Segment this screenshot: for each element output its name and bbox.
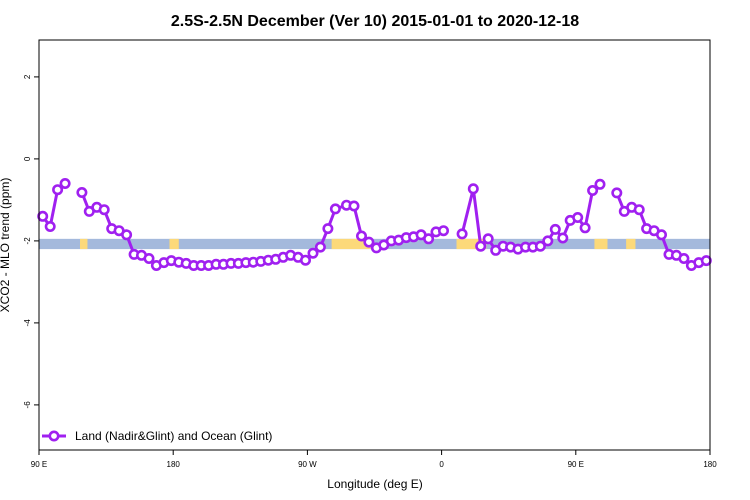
data-point [587, 185, 599, 197]
y-tick-label: -4 [23, 319, 32, 327]
y-axis: 2 0 -2 -4 -6 [23, 74, 39, 408]
data-point [611, 187, 623, 199]
data-point [307, 247, 319, 259]
legend: Land (Nadir&Glint) and Ocean (Glint) [42, 429, 272, 443]
data-point [76, 187, 88, 199]
y-axis-label: XCO2 - MLO trend (ppm) [0, 178, 12, 313]
data-point [437, 225, 449, 237]
data-point [363, 236, 375, 248]
x-tick-label: 180 [703, 460, 717, 469]
data-point [475, 240, 487, 252]
land-band-1 [169, 238, 179, 250]
x-tick-label: 90 E [31, 460, 47, 469]
series-land-ocean [37, 178, 712, 271]
data-point [59, 178, 71, 190]
data-point [594, 178, 606, 190]
data-point [299, 254, 311, 266]
x-tick-label: 0 [439, 460, 444, 469]
land-band-0 [80, 238, 88, 250]
y-tick-label: -2 [23, 237, 32, 245]
data-point [348, 200, 360, 212]
data-point [700, 255, 712, 267]
x-axis-label: Longitude (deg E) [327, 477, 422, 491]
land-band-5 [626, 238, 636, 250]
data-point [314, 241, 326, 253]
land-band-2 [331, 238, 371, 250]
data-point [633, 204, 645, 216]
data-point [655, 229, 667, 241]
y-tick-label: 2 [23, 74, 32, 79]
data-point [121, 229, 133, 241]
data-point [322, 223, 334, 235]
x-tick-label: 90 E [568, 460, 584, 469]
chart-title: 2.5S-2.5N December (Ver 10) 2015-01-01 t… [171, 13, 579, 30]
data-point [572, 212, 584, 224]
x-axis: 90 E 180 90 W 0 90 E 180 [31, 450, 717, 469]
data-point [355, 230, 367, 242]
y-tick-label: -6 [23, 401, 32, 409]
data-point [329, 203, 341, 215]
data-point [44, 221, 56, 233]
data-point [534, 240, 546, 252]
legend-label: Land (Nadir&Glint) and Ocean (Glint) [75, 429, 272, 443]
data-point [423, 233, 435, 245]
legend-marker [48, 430, 60, 442]
data-point [98, 204, 110, 216]
data-point [579, 222, 591, 234]
land-band-4 [594, 238, 608, 250]
data-point [557, 232, 569, 244]
data-point [467, 183, 479, 195]
data-point [456, 228, 468, 240]
x-tick-label: 90 W [298, 460, 317, 469]
data-point [678, 253, 690, 265]
data-point [482, 233, 494, 245]
y-tick-label: 0 [23, 156, 32, 161]
data-point [52, 184, 64, 196]
data-point [542, 235, 554, 247]
data-point [549, 223, 561, 235]
plot-frame [38, 39, 711, 451]
data-point [37, 210, 49, 222]
data-point [143, 253, 155, 265]
land-band-3 [456, 238, 487, 250]
x-tick-label: 180 [167, 460, 181, 469]
